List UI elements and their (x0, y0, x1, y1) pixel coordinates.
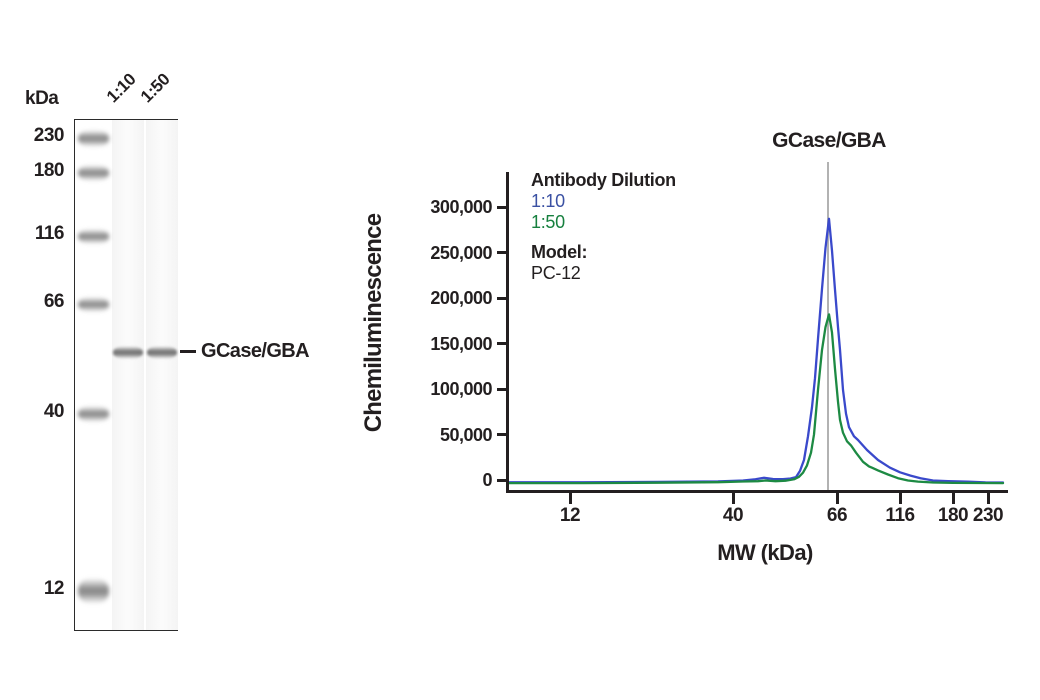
marker-label-12: 12 (43, 578, 65, 599)
lane-strip-1-10 (111, 120, 144, 630)
ladder-band-116 (78, 228, 109, 244)
x-tick-12 (568, 491, 572, 504)
y-tick-label-200,000: 200,000 (430, 288, 492, 308)
legend-model-value: PC-12 (531, 263, 581, 283)
lane-label-1-10: 1:10 (102, 69, 140, 107)
y-tick-150,000 (497, 342, 507, 345)
x-tick-66 (835, 491, 839, 504)
x-tick-label-66: 66 (826, 505, 848, 526)
y-axis-line (506, 172, 509, 493)
sample-band-1-10 (113, 345, 143, 359)
ladder-band-180 (78, 165, 109, 181)
sample-band-1-50 (147, 345, 177, 359)
marker-label-180: 180 (33, 160, 65, 181)
peak-marker-line (826, 162, 830, 490)
y-tick-label-300,000: 300,000 (430, 197, 492, 217)
y-tick-250,000 (497, 251, 507, 254)
x-tick-label-180: 180 (937, 505, 969, 526)
y-tick-50,000 (497, 433, 507, 436)
y-tick-label-250,000: 250,000 (430, 242, 492, 263)
marker-label-40: 40 (43, 401, 65, 422)
y-tick-300,000 (497, 205, 507, 209)
marker-label-116: 116 (34, 223, 65, 244)
marker-label-230: 230 (33, 125, 65, 146)
y-tick-200,000 (497, 296, 507, 300)
kda-unit-label: kDa (25, 88, 59, 109)
lane-strip-1-50 (145, 120, 178, 630)
y-tick-100,000 (497, 387, 507, 391)
legend: Antibody Dilution 1:10 1:50 Model: PC-12 (531, 170, 676, 284)
x-tick-label-12: 12 (559, 505, 581, 526)
x-tick-label-116: 116 (885, 505, 915, 526)
ladder-band-230 (78, 129, 109, 147)
band-annotation-label: GCase/GBA (201, 340, 310, 362)
x-tick-label-230: 230 (972, 505, 1004, 526)
chart-title: GCase/GBA (772, 129, 886, 152)
x-axis-title: MW (kDa) (717, 540, 813, 565)
legend-title: Antibody Dilution (531, 170, 676, 190)
legend-entry-1-50: 1:50 (531, 212, 565, 232)
y-tick-label-50,000: 50,000 (439, 424, 493, 445)
trace-1-50 (506, 313, 1005, 485)
y-tick-0 (497, 478, 507, 482)
x-tick-40 (731, 491, 735, 504)
x-tick-label-40: 40 (722, 505, 744, 526)
legend-entry-1-10: 1:10 (531, 191, 565, 211)
x-axis-line (506, 490, 1008, 493)
y-tick-label-100,000: 100,000 (430, 379, 492, 399)
ladder-band-66 (78, 296, 109, 312)
band-annotation-tick (180, 350, 196, 353)
marker-label-66: 66 (43, 291, 65, 312)
x-tick-180 (951, 491, 955, 504)
blot-image (74, 119, 178, 631)
ladder-band-40 (78, 406, 109, 422)
ladder-band-12 (78, 578, 109, 604)
legend-model-title: Model: (531, 242, 588, 262)
x-tick-230 (986, 491, 990, 504)
x-tick-116 (898, 491, 902, 504)
lane-label-1-50: 1:50 (136, 69, 174, 107)
y-tick-label-150,000: 150,000 (430, 333, 492, 354)
y-tick-label-0: 0 (482, 470, 492, 490)
